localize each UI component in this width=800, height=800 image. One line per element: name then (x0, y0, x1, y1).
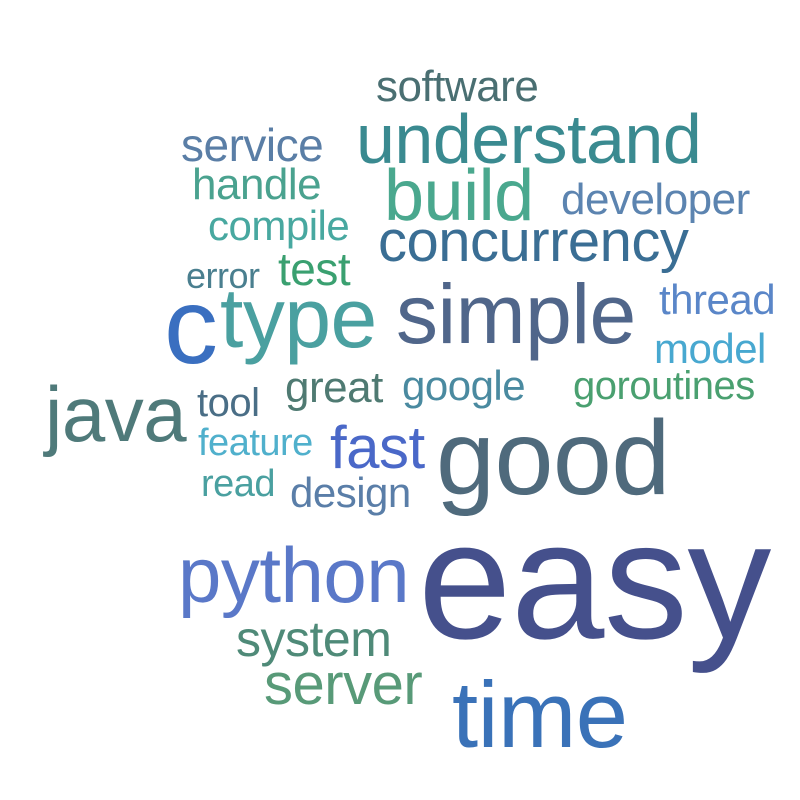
word-developer: developer (561, 175, 750, 224)
word-good: good (436, 399, 670, 517)
word-system: system (236, 611, 392, 667)
word-handle: handle (192, 160, 322, 209)
word-read: read (201, 463, 276, 505)
word-thread: thread (659, 276, 776, 323)
word-compile: compile (208, 202, 350, 249)
word-error: error (186, 255, 260, 296)
word-easy: easy (418, 486, 771, 674)
word-feature: feature (198, 422, 313, 464)
word-type: type (220, 271, 377, 365)
word-java: java (45, 370, 187, 458)
word-google: google (402, 362, 526, 409)
word-service: service (181, 119, 324, 171)
word-c: c (164, 265, 218, 386)
word-fast: fast (330, 414, 425, 481)
word-understand: understand (356, 100, 702, 178)
word-concurrency: concurrency (378, 209, 689, 274)
word-great: great (285, 363, 383, 412)
word-time: time (452, 662, 628, 767)
word-test: test (278, 243, 351, 295)
word-design: design (290, 469, 411, 516)
word-model: model (654, 325, 766, 372)
word-tool: tool (197, 381, 260, 425)
word-goroutines: goroutines (573, 364, 755, 408)
word-build: build (384, 156, 534, 236)
word-server: server (264, 652, 423, 717)
word-python: python (178, 531, 410, 619)
word-simple: simple (396, 267, 636, 361)
word-software: software (376, 62, 539, 111)
